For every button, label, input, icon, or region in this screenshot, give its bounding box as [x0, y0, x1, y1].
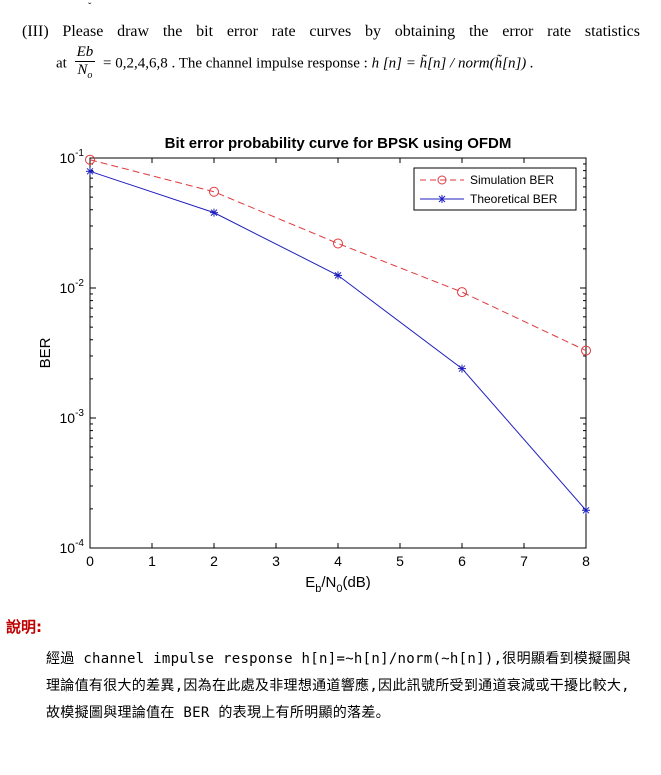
data-point	[458, 364, 466, 373]
x-axis-label: Eb/N0(dB)	[305, 574, 371, 595]
question-text: Please draw the bit error rate curves by…	[62, 23, 640, 40]
legend-box	[413, 167, 577, 211]
chart-title: Bit error probability curve for BPSK usi…	[165, 135, 512, 152]
data-point	[457, 287, 467, 298]
x-tick-label: 8	[582, 553, 590, 569]
legend: Simulation BER Theoretical BER	[413, 167, 577, 211]
data-point	[333, 238, 343, 249]
legend-theo-marker	[438, 195, 446, 203]
explanation-title: 說明:	[6, 618, 42, 636]
question-formula: h [n] = h̃[n] / norm(h̃[n]) .	[371, 55, 534, 72]
eb-n0-fraction: Eb No	[74, 44, 96, 84]
data-point	[85, 154, 95, 165]
series-layer	[85, 154, 591, 515]
ber-chart: Bit error probability curve for BPSK usi…	[37, 135, 591, 595]
x-tick-label: 6	[458, 553, 466, 569]
y-tick-label: 10-1	[60, 148, 85, 166]
x-tick-label: 5	[396, 553, 404, 569]
data-point	[582, 506, 590, 515]
fraction-numerator: Eb	[74, 44, 96, 62]
question-label: (III)	[22, 23, 49, 40]
y-tick-label: 10-2	[60, 278, 85, 296]
fraction-denominator: No	[77, 62, 93, 81]
legend-theo-label: Theoretical BER	[470, 192, 558, 206]
question-at: at	[56, 55, 67, 72]
data-point	[209, 186, 219, 197]
data-point	[581, 345, 591, 356]
series-line	[89, 159, 587, 352]
explanation-body: 經過 channel impulse response h[n]=~h[n]/n…	[46, 651, 632, 721]
y-tick-label: 10-4	[60, 538, 85, 556]
header-mark: ˇ	[88, 2, 92, 13]
x-tick-label: 4	[334, 553, 342, 569]
data-point	[86, 167, 94, 176]
legend-sim-marker	[437, 175, 447, 185]
x-tick-label: 1	[148, 553, 156, 569]
question-line-1: (III) Please draw the bit error rate cur…	[22, 22, 640, 42]
x-tick-label: 7	[520, 553, 528, 569]
data-point	[210, 208, 218, 217]
x-tick-label: 3	[272, 553, 280, 569]
legend-sim-label: Simulation BER	[470, 173, 554, 187]
y-axis-label: BER	[37, 337, 54, 368]
plot-area	[89, 157, 587, 549]
question-values: = 0,2,4,6,8 . The channel impulse respon…	[103, 55, 368, 72]
data-point	[334, 271, 342, 280]
x-tick-label: 0	[86, 553, 94, 569]
y-tick-label: 10-3	[60, 408, 85, 426]
question-line-2: at Eb No = 0,2,4,6,8 . The channel impul…	[56, 44, 534, 84]
x-tick-label: 2	[210, 553, 218, 569]
